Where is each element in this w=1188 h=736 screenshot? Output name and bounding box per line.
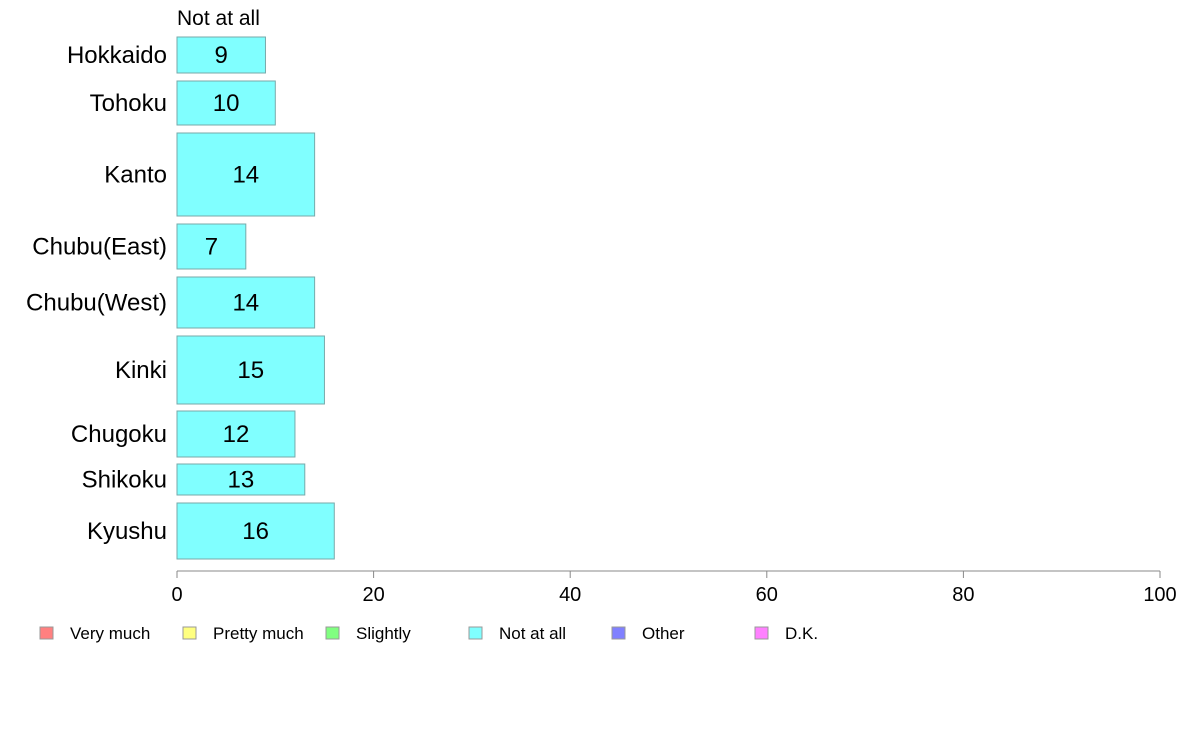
legend: Very much Pretty much Slightly Not at all Ot… <box>39 624 818 643</box>
x-tick-label: 80 <box>952 584 974 606</box>
legend-label: Not at all <box>499 624 566 643</box>
legend-swatch <box>39 626 54 640</box>
category-label: Kanto <box>104 162 167 189</box>
bar-segment <box>176 463 306 496</box>
category-label: Kyushu <box>87 518 167 545</box>
bar-value-label: 15 <box>237 357 264 384</box>
legend-swatch <box>754 626 769 640</box>
category-label: Chubu(West) <box>26 290 167 317</box>
x-tick-label: 40 <box>559 584 581 606</box>
legend-label: Slightly <box>356 624 411 643</box>
legend-label: Very much <box>70 624 150 643</box>
legend-label: Pretty much <box>213 624 304 643</box>
category-label: Shikoku <box>82 467 167 494</box>
category-label: Tohoku <box>90 90 167 117</box>
legend-swatch <box>468 626 483 640</box>
legend-swatch <box>611 626 626 640</box>
bar-value-label: 12 <box>223 421 250 448</box>
x-axis: 0 20 40 60 80 100 <box>171 570 1177 606</box>
bars-group: Hokkaido 9 Tohoku 10 Kanto 14 Chubu(East) 7 Chub… <box>26 36 335 560</box>
bar-value-label: 7 <box>205 234 218 261</box>
legend-swatch <box>325 626 340 640</box>
legend-label: D.K. <box>785 624 818 643</box>
bar-segment <box>176 276 316 329</box>
bar-segment <box>176 36 266 74</box>
x-tick-label: 20 <box>362 584 384 606</box>
bar-value-label: 13 <box>228 467 255 494</box>
x-tick-label: 60 <box>756 584 778 606</box>
bar-value-label: 9 <box>215 42 228 69</box>
category-label: Chugoku <box>71 421 167 448</box>
category-label: Chubu(East) <box>32 234 167 261</box>
x-tick-label: 100 <box>1143 584 1176 606</box>
bar-value-label: 14 <box>232 290 259 317</box>
category-label: Kinki <box>115 357 167 384</box>
bar-segment <box>176 502 335 560</box>
bar-value-label: 16 <box>242 518 269 545</box>
bar-segment <box>176 223 247 270</box>
bar-value-label: 10 <box>213 90 240 117</box>
bar-segment <box>176 410 296 458</box>
bar-segment <box>176 80 276 126</box>
bar-value-label: 14 <box>232 162 259 189</box>
legend-swatch <box>182 626 197 640</box>
bar-segment <box>176 132 316 217</box>
x-tick-label: 0 <box>171 584 182 606</box>
series-title: Not at all <box>177 7 260 30</box>
category-label: Hokkaido <box>67 42 167 69</box>
bar-segment <box>176 335 325 405</box>
legend-label: Other <box>642 624 685 643</box>
